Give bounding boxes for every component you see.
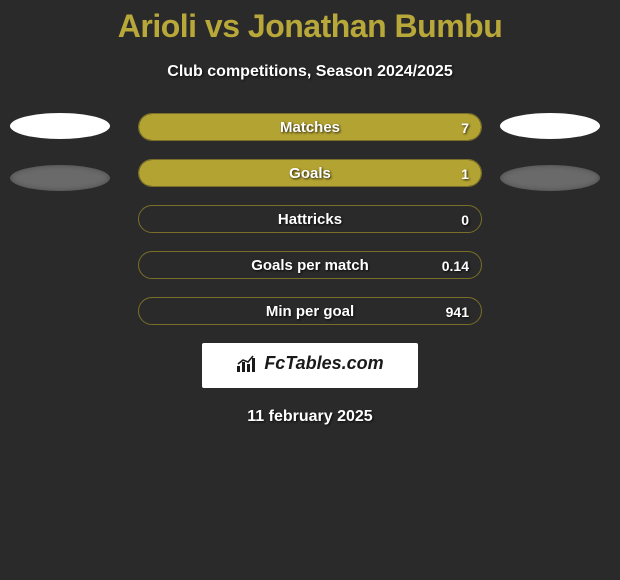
stat-row: Matches7	[138, 113, 482, 141]
stat-row: Hattricks0	[138, 205, 482, 233]
stat-rows: Matches7Goals1Hattricks0Goals per match0…	[138, 113, 482, 325]
stat-value: 7	[461, 114, 469, 141]
stat-row: Goals per match0.14	[138, 251, 482, 279]
brand-chart-icon	[236, 355, 258, 373]
side-ellipse	[10, 113, 110, 139]
stat-label: Matches	[139, 114, 481, 141]
stat-row: Min per goal941	[138, 297, 482, 325]
brand-text: FcTables.com	[264, 353, 383, 374]
stat-label: Min per goal	[139, 298, 481, 325]
page-title: Arioli vs Jonathan Bumbu	[0, 0, 620, 45]
stats-area: Matches7Goals1Hattricks0Goals per match0…	[0, 113, 620, 325]
side-ellipse	[10, 165, 110, 191]
stat-value: 0	[461, 206, 469, 233]
side-ellipse	[500, 165, 600, 191]
subtitle: Club competitions, Season 2024/2025	[0, 63, 620, 81]
stat-value: 0.14	[442, 252, 469, 279]
stat-label: Goals per match	[139, 252, 481, 279]
stat-label: Hattricks	[139, 206, 481, 233]
stat-row: Goals1	[138, 159, 482, 187]
stat-value: 941	[446, 298, 469, 325]
side-ellipse	[500, 113, 600, 139]
stat-label: Goals	[139, 160, 481, 187]
stat-value: 1	[461, 160, 469, 187]
brand-badge[interactable]: FcTables.com	[202, 343, 418, 388]
date-label: 11 february 2025	[0, 408, 620, 426]
comparison-card: Arioli vs Jonathan Bumbu Club competitio…	[0, 0, 620, 426]
